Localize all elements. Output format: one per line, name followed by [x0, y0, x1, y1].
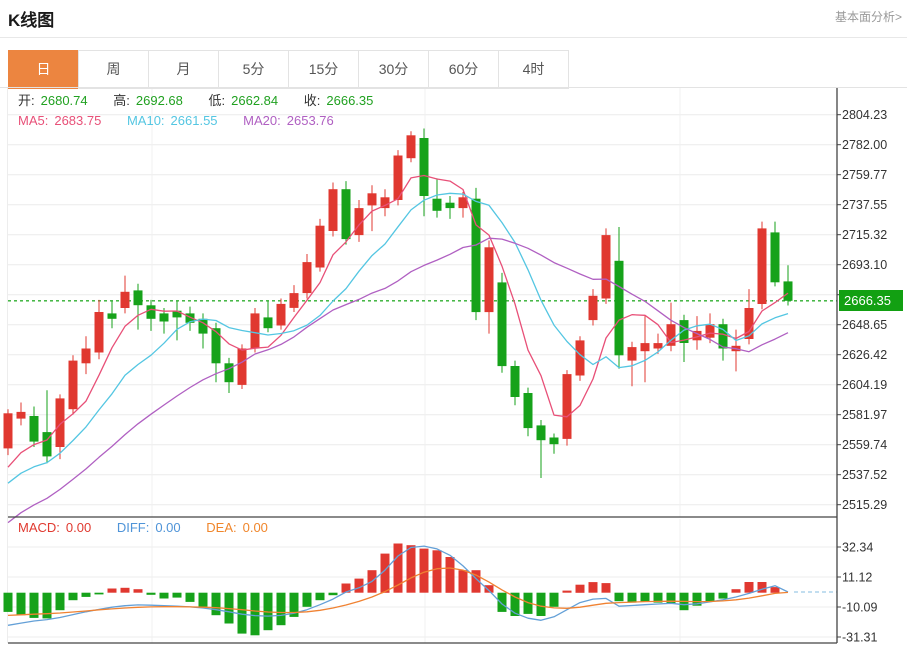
tab-15min[interactable]: 15分 — [288, 50, 359, 89]
ma5-value: 2683.75 — [54, 113, 102, 128]
axis-labels: 2804.23 2782.00 2759.77 2737.55 2715.32 2693.… — [842, 108, 887, 644]
svg-text:2759.77: 2759.77 — [842, 168, 887, 182]
tab-day[interactable]: 日 — [8, 50, 79, 89]
high-value: 2692.68 — [135, 93, 183, 108]
svg-text:-10.09: -10.09 — [842, 601, 877, 615]
ma5-label: MA5: — [18, 113, 49, 128]
svg-text:2715.32: 2715.32 — [842, 228, 887, 242]
tab-bar-underline — [0, 87, 907, 88]
current-price-tag: 2666.35 — [839, 290, 903, 311]
macd-label: MACD: — [18, 520, 60, 535]
macd-readout: MACD: 0.00 DIFF: 0.00 DEA: 0.00 — [18, 520, 274, 535]
ma20-label: MA20: — [243, 113, 281, 128]
close-label: 收: — [303, 93, 321, 108]
svg-text:2581.97: 2581.97 — [842, 408, 887, 422]
svg-text:2559.74: 2559.74 — [842, 438, 887, 452]
svg-text:2737.55: 2737.55 — [842, 198, 887, 212]
close-value: 2666.35 — [326, 93, 374, 108]
dea-value: 0.00 — [242, 520, 268, 535]
svg-text:2693.10: 2693.10 — [842, 258, 887, 272]
svg-text:-31.31: -31.31 — [842, 631, 877, 645]
svg-text:2626.42: 2626.42 — [842, 348, 887, 362]
macd-diff-dea-lines — [7, 545, 837, 626]
price-axis — [8, 88, 841, 644]
tab-60min[interactable]: 60分 — [428, 50, 499, 89]
svg-text:2782.00: 2782.00 — [842, 138, 887, 152]
svg-text:11.12: 11.12 — [842, 571, 872, 585]
svg-text:2804.23: 2804.23 — [842, 108, 887, 122]
page-title: K线图 — [8, 11, 55, 30]
macd-value: 0.00 — [65, 520, 92, 535]
header: K线图 基本面分析> — [0, 0, 907, 38]
tab-5min[interactable]: 5分 — [218, 50, 289, 89]
low-label: 低: — [208, 93, 226, 108]
ma10-value: 2661.55 — [170, 113, 218, 128]
grid-lines — [7, 88, 837, 643]
tab-month[interactable]: 月 — [148, 50, 219, 89]
svg-text:2604.19: 2604.19 — [842, 378, 887, 392]
ma20-value: 2653.76 — [286, 113, 334, 128]
svg-text:2515.29: 2515.29 — [842, 498, 887, 512]
tab-30min[interactable]: 30分 — [358, 50, 429, 89]
tab-week[interactable]: 周 — [78, 50, 149, 89]
diff-label: DIFF: — [116, 520, 150, 535]
ma-readout: MA5: 2683.75 MA10: 2661.55 MA20: 2653.76 — [18, 113, 340, 128]
ma10-label: MA10: — [126, 113, 165, 128]
macd-histogram — [3, 543, 780, 636]
svg-text:2648.65: 2648.65 — [842, 318, 887, 332]
diff-value: 0.00 — [155, 520, 181, 535]
candlesticks — [3, 128, 793, 478]
svg-text:2537.52: 2537.52 — [842, 468, 887, 482]
open-value: 2680.74 — [40, 93, 88, 108]
open-label: 开: — [18, 93, 35, 108]
period-tab-bar: 日 周 月 5分 15分 30分 60分 4时 — [8, 50, 569, 89]
dea-label: DEA: — [206, 520, 237, 535]
low-value: 2662.84 — [231, 93, 279, 108]
moving-average-lines — [7, 174, 789, 524]
fundamental-analysis-link[interactable]: 基本面分析> — [834, 10, 902, 24]
ohlc-readout: 开: 2680.74 高: 2692.68 低: 2662.84 收: 2666.35 — [18, 90, 379, 109]
high-label: 高: — [113, 93, 130, 108]
svg-text:32.34: 32.34 — [842, 541, 873, 555]
tab-4hour[interactable]: 4时 — [498, 50, 569, 89]
